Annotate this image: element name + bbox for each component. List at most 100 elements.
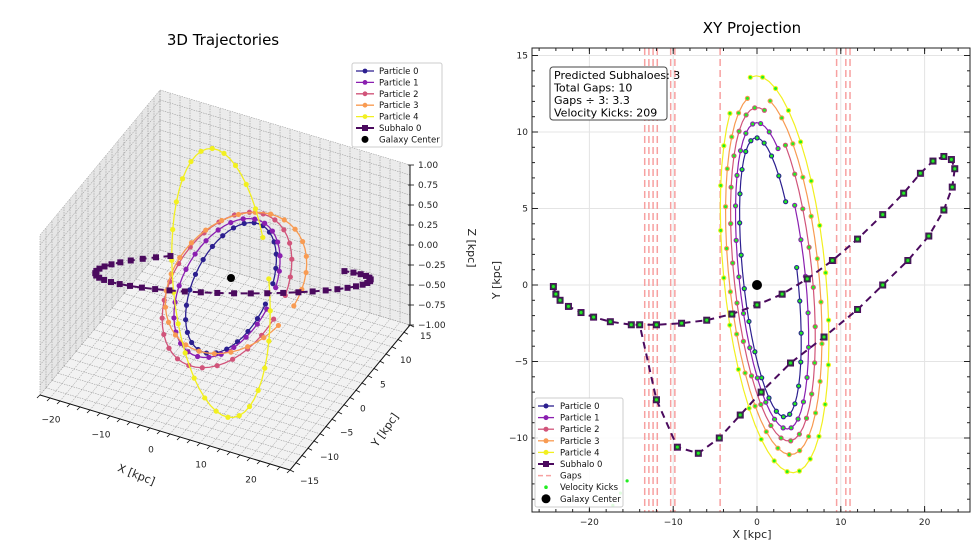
particle-point-3d-4 <box>202 395 208 401</box>
velocity-kick <box>764 400 768 404</box>
velocity-kick <box>830 259 834 263</box>
legend-swatch-marker-3d <box>362 102 368 108</box>
particle-point-3d-4 <box>170 226 176 233</box>
subhalo-marker-3d <box>138 284 145 291</box>
velocity-kick <box>743 371 747 375</box>
z-tick-label-3d: 0.25 <box>418 221 438 231</box>
velocity-kick <box>719 184 723 188</box>
floor-grid <box>159 285 281 432</box>
side-grid <box>39 99 161 246</box>
side-grid <box>39 219 161 366</box>
velocity-kick <box>551 285 555 289</box>
y-axis-label-xy: Y [kpc] <box>490 261 503 300</box>
particle-point-3d-1 <box>243 334 249 340</box>
y-tick-3d <box>325 426 331 429</box>
y-tick-3d <box>349 397 355 400</box>
plot-frame <box>531 47 971 513</box>
subhalo-marker-3d <box>181 288 188 295</box>
particle-point-3d-3 <box>303 269 309 276</box>
particle-point-3d-4 <box>173 199 179 205</box>
particle-point-3d-3 <box>235 211 242 218</box>
velocity-kick <box>729 185 733 189</box>
particle-point-3d-4 <box>179 176 186 182</box>
legend-swatch-marker <box>543 415 549 421</box>
x-tick-label: 10 <box>835 518 847 528</box>
subhalo-marker-3d <box>309 288 316 295</box>
velocity-kick <box>753 350 757 354</box>
particle-point-3d-2 <box>281 227 287 233</box>
velocity-kick <box>780 116 784 120</box>
y-tick-3d <box>337 411 343 415</box>
legend-swatch-marker-3d <box>362 68 368 74</box>
particle-point-3d-1 <box>183 266 189 272</box>
floor-grid <box>75 351 327 427</box>
particle-point-3d-2 <box>230 356 236 362</box>
velocity-kick <box>799 238 803 242</box>
particle-track-0 <box>739 137 802 418</box>
x-tick-3d <box>256 460 261 465</box>
side-grid <box>39 179 161 326</box>
floor-grid <box>81 344 333 420</box>
velocity-kick <box>942 154 946 158</box>
velocity-kick <box>776 147 780 151</box>
particle-point-3d-1 <box>203 238 209 244</box>
velocity-kick <box>805 416 809 420</box>
x-axis-label-xy: X [kpc] <box>732 528 771 541</box>
velocity-kick <box>793 172 797 176</box>
floor-grid <box>189 294 311 441</box>
floor-grid <box>169 288 291 435</box>
particle-point-3d-1 <box>269 228 276 234</box>
velocity-kick <box>807 345 811 349</box>
velocity-kick <box>786 108 790 112</box>
velocity-kick <box>813 325 817 329</box>
back-grid <box>159 89 411 166</box>
velocity-kick <box>722 276 726 280</box>
xy-trajectories <box>549 74 959 507</box>
subhalo-marker-3d <box>280 289 287 296</box>
velocity-kick <box>740 168 744 172</box>
particle-point-3d-0 <box>183 317 189 323</box>
velocity-kick <box>738 221 742 225</box>
velocity-kick <box>784 200 788 204</box>
side-grid <box>39 149 161 296</box>
velocity-kick <box>638 323 642 327</box>
y-tick-label: 10 <box>517 128 529 138</box>
velocity-kick <box>789 361 793 365</box>
y-tick-label-3d: −15 <box>300 477 319 487</box>
side-grid <box>39 109 161 256</box>
x-tick-3d <box>266 463 271 468</box>
floor-grid <box>139 279 261 426</box>
x-tick-3d <box>126 421 131 426</box>
subhalo-marker-3d <box>214 289 221 296</box>
y-tick-3d <box>343 404 349 408</box>
x-tick-3d <box>206 445 211 450</box>
subhalo-marker-3d <box>127 257 134 264</box>
side-grid <box>39 239 161 386</box>
back-grid <box>159 159 411 236</box>
y-tick-3d <box>379 360 385 364</box>
particle-point-3d-3 <box>219 217 225 224</box>
particle-point-3d-4 <box>262 365 268 371</box>
particle-point-3d-4 <box>252 206 259 212</box>
particle-point-3d-2 <box>287 274 293 280</box>
velocity-kick <box>950 185 954 189</box>
particle-point-3d-1 <box>231 344 237 351</box>
floor-grid <box>99 322 351 398</box>
y-tick-3d <box>313 440 319 444</box>
particle-point-3d-1 <box>192 251 198 257</box>
velocity-kick <box>744 113 748 117</box>
y-tick-3d <box>355 389 361 393</box>
floor-grid <box>57 373 309 449</box>
velocity-kick <box>719 228 723 232</box>
particle-point-3d-0 <box>273 265 279 271</box>
particle-point-3d-3 <box>196 348 202 354</box>
velocity-kick <box>824 271 828 275</box>
velocity-kick <box>742 287 746 291</box>
legend-label-3d: Particle 0 <box>379 67 419 77</box>
x-tick-label-3d: 0 <box>148 446 154 456</box>
z-tick-label-3d: 0.50 <box>418 201 438 211</box>
floor-grid <box>209 300 331 447</box>
particle-point-3d-4 <box>266 276 272 282</box>
velocity-kick <box>767 130 771 134</box>
